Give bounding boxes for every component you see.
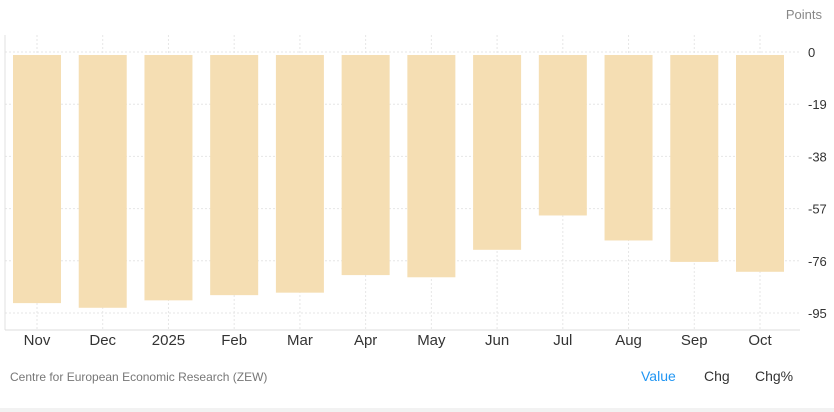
y-tick-label: -57	[808, 202, 827, 217]
bar-2025	[144, 55, 193, 301]
x-tick-label: Sep	[681, 332, 708, 349]
unit-label: Points	[785, 7, 822, 22]
x-tick-label: Dec	[89, 332, 116, 349]
bar-apr	[341, 55, 390, 276]
x-tick-label: Jul	[553, 332, 572, 349]
bar-sep	[670, 55, 719, 262]
y-tick-label: -95	[808, 306, 827, 321]
y-tick-label: -19	[808, 97, 827, 112]
bar-feb	[210, 55, 259, 296]
y-tick-label: -38	[808, 149, 827, 164]
x-tick-label: May	[417, 332, 446, 349]
x-tick-label: Feb	[221, 332, 247, 349]
y-tick-label: 0	[808, 45, 815, 60]
bar-dec	[78, 55, 127, 308]
bar-mar	[275, 55, 324, 293]
x-tick-label: Nov	[24, 332, 51, 349]
bar-jul	[538, 55, 587, 216]
bar-may	[407, 55, 456, 278]
x-tick-label: Apr	[354, 332, 377, 349]
bar-jun	[473, 55, 522, 250]
bar-nov	[13, 55, 61, 304]
x-tick-label: 2025	[152, 332, 185, 349]
x-tick-label: Aug	[615, 332, 642, 349]
y-tick-label: -76	[808, 254, 827, 269]
x-tick-label: Mar	[287, 332, 313, 349]
divider	[0, 408, 834, 412]
toggle-value[interactable]: Value	[641, 368, 676, 384]
x-tick-label: Oct	[748, 332, 772, 349]
bar-oct	[736, 55, 784, 272]
toggle-chg[interactable]: Chg	[704, 368, 730, 384]
toggle-chg-percent[interactable]: Chg%	[755, 368, 794, 384]
bar-aug	[604, 55, 653, 241]
source-label: Centre for European Economic Research (Z…	[10, 370, 268, 384]
bar-chart: 0 -19 -38 -57 -76 -95 Nov Dec 2025 Feb Mar Apr May Ju…	[4, 35, 827, 349]
x-tick-label: Jun	[485, 332, 509, 349]
